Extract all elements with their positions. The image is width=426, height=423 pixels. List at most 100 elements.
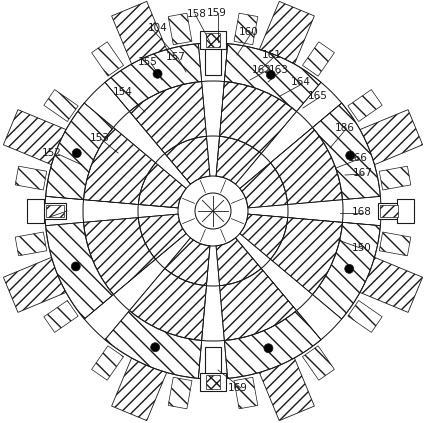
Text: 159: 159 — [207, 8, 227, 18]
Wedge shape — [271, 127, 343, 204]
Bar — [112, 1, 167, 64]
Circle shape — [71, 262, 80, 271]
Wedge shape — [271, 127, 313, 163]
Text: 150: 150 — [352, 243, 372, 253]
Wedge shape — [219, 269, 296, 341]
Bar — [15, 166, 47, 190]
Bar — [360, 257, 423, 312]
Wedge shape — [138, 204, 178, 208]
Text: 166: 166 — [348, 153, 368, 163]
Wedge shape — [225, 44, 227, 82]
Wedge shape — [216, 136, 219, 176]
Wedge shape — [165, 154, 190, 184]
Text: 169: 169 — [228, 383, 248, 393]
Wedge shape — [313, 222, 380, 319]
Bar — [379, 232, 411, 256]
Bar — [234, 13, 258, 45]
Bar — [346, 137, 372, 165]
Wedge shape — [83, 127, 155, 204]
Wedge shape — [248, 214, 288, 217]
Wedge shape — [343, 222, 380, 225]
Bar — [259, 344, 288, 370]
Circle shape — [153, 69, 162, 78]
Text: 164: 164 — [291, 77, 311, 87]
Text: 168: 168 — [352, 207, 372, 217]
Bar — [302, 42, 334, 76]
Wedge shape — [83, 217, 155, 294]
Bar — [380, 205, 398, 217]
Bar — [378, 203, 400, 219]
Wedge shape — [165, 136, 210, 184]
Bar — [27, 199, 44, 223]
Wedge shape — [240, 163, 271, 189]
Wedge shape — [199, 341, 201, 378]
Wedge shape — [105, 82, 130, 111]
Text: 160: 160 — [239, 27, 259, 37]
Circle shape — [346, 151, 355, 160]
Wedge shape — [155, 233, 186, 259]
Wedge shape — [313, 103, 380, 200]
Wedge shape — [288, 217, 343, 222]
Bar — [234, 377, 258, 409]
Wedge shape — [261, 269, 296, 310]
Text: 156: 156 — [27, 211, 47, 221]
Bar — [397, 199, 414, 223]
Bar — [206, 375, 220, 389]
Bar — [259, 52, 288, 78]
Wedge shape — [225, 44, 321, 111]
Text: 161: 161 — [262, 50, 282, 60]
Bar — [92, 346, 124, 380]
Wedge shape — [207, 246, 210, 286]
Wedge shape — [138, 163, 186, 208]
Wedge shape — [130, 111, 165, 154]
Wedge shape — [46, 196, 83, 200]
Text: 154: 154 — [113, 87, 133, 97]
Bar — [44, 203, 66, 219]
Wedge shape — [225, 310, 321, 378]
Bar — [348, 300, 382, 332]
Bar — [259, 1, 314, 64]
Text: 157: 157 — [166, 52, 186, 62]
Text: 163: 163 — [269, 65, 289, 75]
Bar — [92, 42, 124, 76]
Wedge shape — [240, 214, 288, 259]
Wedge shape — [313, 103, 342, 127]
Wedge shape — [105, 310, 201, 378]
Bar — [44, 90, 78, 121]
Wedge shape — [236, 238, 261, 269]
Circle shape — [151, 343, 160, 352]
Bar — [44, 300, 78, 332]
Bar — [379, 166, 411, 190]
Wedge shape — [105, 44, 201, 111]
Text: 158: 158 — [187, 9, 207, 19]
Bar — [259, 358, 314, 420]
Circle shape — [264, 344, 273, 353]
Bar — [168, 377, 192, 409]
Bar — [54, 258, 80, 286]
Wedge shape — [83, 200, 138, 204]
Wedge shape — [130, 269, 207, 341]
Text: 155: 155 — [138, 57, 158, 67]
Circle shape — [266, 70, 275, 79]
Bar — [200, 373, 226, 391]
Bar — [54, 137, 80, 165]
Bar — [168, 13, 192, 45]
Text: 162: 162 — [252, 65, 272, 75]
Wedge shape — [46, 222, 113, 319]
Bar — [346, 258, 372, 286]
Text: 104: 104 — [148, 23, 168, 33]
Wedge shape — [165, 238, 210, 286]
Bar — [46, 205, 64, 217]
Wedge shape — [84, 294, 113, 319]
Text: 152: 152 — [42, 148, 62, 158]
Wedge shape — [130, 82, 207, 154]
Text: 153: 153 — [90, 133, 110, 143]
Wedge shape — [216, 238, 261, 286]
Circle shape — [345, 264, 354, 273]
Bar — [360, 110, 423, 165]
Bar — [3, 257, 66, 312]
Wedge shape — [216, 136, 261, 184]
Text: 165: 165 — [308, 91, 328, 101]
Bar — [205, 347, 221, 382]
Wedge shape — [271, 217, 343, 294]
